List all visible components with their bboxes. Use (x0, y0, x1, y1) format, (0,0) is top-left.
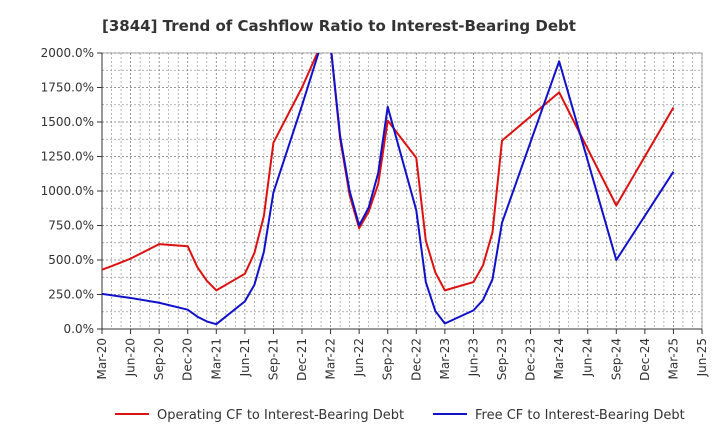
y-tick-label: 1750.0% (41, 81, 94, 95)
y-tick-label: 250.0% (48, 288, 94, 302)
x-tick-label: Dec-23 (524, 338, 538, 381)
x-axis-ticks: Mar-20 Jun-20 Sep-20 Dec-20 Mar-21 Jun-21 Sep-… (95, 329, 709, 381)
x-tick-label: Sep-22 (381, 338, 395, 380)
x-tick-label: Jun-24 (581, 338, 595, 377)
x-tick-label: Mar-20 (95, 338, 109, 379)
y-tick-label: 0.0% (64, 322, 95, 336)
legend-label: Free CF to Interest-Bearing Debt (475, 408, 685, 423)
chart-title: [3844] Trend of Cashflow Ratio to Intere… (102, 17, 576, 35)
x-tick-label: Dec-20 (181, 338, 195, 381)
x-tick-label: Mar-21 (209, 338, 223, 379)
y-tick-label: 750.0% (48, 219, 94, 233)
x-tick-label: Jun-25 (695, 338, 709, 377)
x-tick-label: Mar-25 (666, 338, 680, 379)
series-line-2 (102, 53, 675, 326)
y-tick-label: 1000.0% (41, 184, 94, 198)
series-layer (102, 53, 675, 326)
x-tick-label: Sep-21 (266, 338, 280, 380)
y-axis-ticks: 0.0% 250.0% 500.0% 750.0% 1000.0% 1250.0% 1500… (41, 46, 102, 336)
x-tick-label: Sep-20 (152, 338, 166, 380)
x-tick-label: Sep-24 (609, 338, 623, 380)
y-tick-label: 2000.0% (41, 46, 94, 60)
legend: Operating CF to Interest-Bearing Debt Fre… (115, 408, 685, 423)
x-tick-label: Dec-21 (295, 338, 309, 381)
x-tick-label: Mar-23 (438, 338, 452, 379)
y-tick-label: 500.0% (48, 253, 94, 267)
x-tick-label: Jun-23 (466, 338, 480, 377)
x-tick-label: Mar-24 (552, 338, 566, 379)
x-tick-label: Jun-22 (352, 338, 366, 377)
x-tick-label: Sep-23 (495, 338, 509, 380)
y-tick-label: 1250.0% (41, 150, 94, 164)
x-tick-label: Jun-20 (124, 338, 138, 377)
x-tick-label: Dec-24 (638, 338, 652, 381)
x-tick-label: Dec-22 (409, 338, 423, 381)
x-tick-label: Jun-21 (238, 338, 252, 377)
x-tick-label: Mar-22 (324, 338, 338, 379)
y-tick-label: 1500.0% (41, 115, 94, 129)
legend-label: Operating CF to Interest-Bearing Debt (157, 408, 404, 423)
